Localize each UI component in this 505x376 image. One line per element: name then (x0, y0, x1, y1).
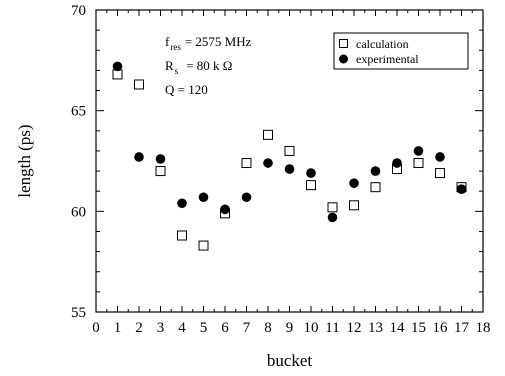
calculation-point (134, 79, 144, 90)
x-tick-label: 16 (433, 320, 449, 336)
legend-label-calculation: calculation (356, 37, 409, 51)
legend-square-marker (339, 39, 348, 48)
calculation-point (155, 166, 166, 177)
x-tick-label: 0 (92, 320, 100, 336)
calculation-point (241, 158, 252, 169)
annotation-rs: Rs = 80 k Ω (165, 58, 232, 76)
y-tick-label: 70 (71, 3, 86, 19)
x-tick-label: 6 (221, 320, 229, 336)
experimental-point (370, 166, 381, 176)
x-tick-label: 8 (264, 320, 272, 336)
calculation-point (284, 145, 295, 156)
legend-circle-marker (339, 54, 348, 64)
experimental-point (220, 204, 230, 215)
calculation-point (327, 202, 338, 213)
x-tick-label: 13 (368, 320, 383, 336)
experimental-point (306, 168, 316, 178)
axis-ticks (95, 9, 484, 313)
experimental-point (112, 61, 123, 72)
experimental-point (435, 152, 445, 162)
x-tick-label: 4 (178, 320, 186, 336)
calculation-point (112, 69, 123, 80)
experimental-point (263, 158, 273, 168)
experimental-point (241, 192, 252, 203)
calculation-point (349, 200, 359, 211)
experimental-point (198, 192, 209, 203)
experimental-point (349, 178, 359, 188)
y-tick-label: 65 (71, 104, 86, 120)
experimental-point (284, 164, 295, 174)
x-tick-label: 5 (200, 320, 208, 336)
experimental-point (177, 198, 187, 209)
x-tick-label: 17 (454, 320, 470, 336)
legend-label-experimental: experimental (356, 52, 419, 66)
x-tick-label: 11 (325, 320, 339, 336)
legend-box (333, 32, 469, 70)
x-tick-label: 10 (304, 320, 319, 336)
y-tick-label: 55 (71, 305, 86, 321)
calculation-point (263, 129, 273, 140)
experimental-point (392, 158, 402, 168)
annotation-q: Q = 120 (165, 82, 208, 97)
calculation-point (306, 180, 316, 191)
experimental-point (134, 152, 144, 162)
experimental-point (456, 184, 467, 194)
x-tick-label: 2 (135, 320, 143, 336)
x-tick-label: 3 (157, 320, 165, 336)
experimental-point (413, 146, 424, 156)
y-axis-title: length (ps) (15, 124, 34, 197)
legend: calculation experimental (333, 32, 469, 70)
calculation-point (370, 182, 381, 193)
x-tick-label: 14 (390, 320, 406, 336)
data-marks (112, 61, 467, 251)
x-tick-label: 12 (347, 320, 362, 336)
x-tick-label: 1 (114, 320, 122, 336)
calculation-point (177, 230, 187, 241)
experimental-point (155, 154, 166, 164)
annotation-freq: fres = 2575 MHz (165, 34, 252, 52)
x-tick-label: 7 (243, 320, 251, 336)
parameter-annotation: fres = 2575 MHz Rs = 80 k Ω Q = 120 (165, 34, 252, 97)
x-axis-title: bucket (267, 351, 313, 370)
calculation-point (413, 158, 424, 169)
calculation-point (198, 240, 209, 251)
x-tick-label: 15 (411, 320, 426, 336)
calculation-point (435, 168, 445, 179)
x-tick-label: 9 (286, 320, 294, 336)
x-tick-label: 18 (476, 320, 491, 336)
y-tick-label: 60 (71, 204, 86, 220)
experimental-point (327, 212, 338, 223)
